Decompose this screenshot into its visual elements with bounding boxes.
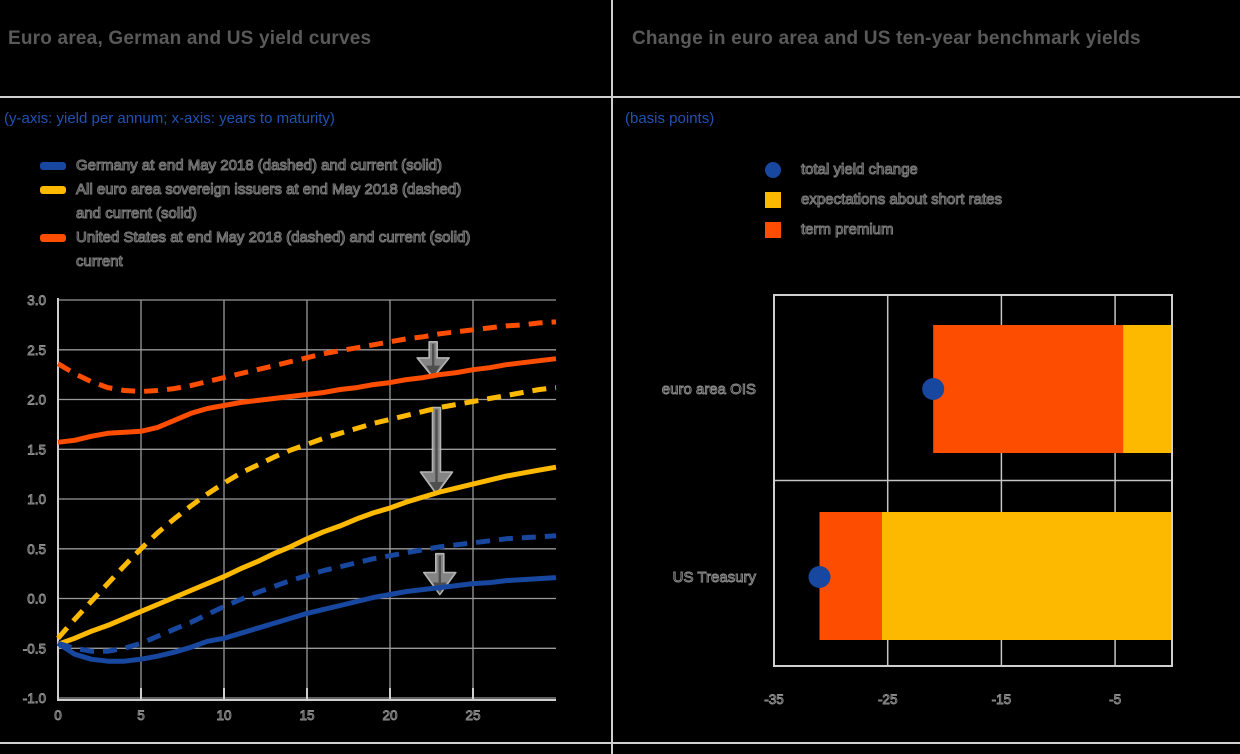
curve-de-end-may-2018 bbox=[57, 533, 557, 654]
bar-segment-term-premium-euro-area-OIS bbox=[933, 325, 1124, 453]
y-tick-label: 2.0 bbox=[27, 393, 46, 408]
curve-de-current bbox=[56, 575, 557, 664]
legend-item-germany: Germany at end May 2018 (dashed) and cur… bbox=[40, 154, 470, 177]
left-chart-title: Euro area, German and US yield curves bbox=[8, 28, 372, 49]
total-yield-change-dot-swatch bbox=[765, 161, 781, 178]
germany-line-swatch bbox=[40, 162, 66, 170]
yield-decline-arrow bbox=[419, 406, 454, 495]
legend-item-total-yield-change: total yield change bbox=[765, 158, 1002, 181]
term-premium-square-swatch bbox=[765, 221, 781, 238]
plot-border bbox=[773, 294, 1173, 667]
curve-us-current bbox=[57, 356, 557, 445]
y-tick-label: 1.0 bbox=[27, 492, 46, 507]
legend-label: United States at end May 2018 (dashed) a… bbox=[75, 229, 471, 247]
legend-label: All euro area sovereign issuers at end M… bbox=[75, 181, 462, 199]
x-tick-label: -15 bbox=[992, 692, 1012, 707]
yield-decline-arrow bbox=[416, 340, 450, 379]
legend-label: total yield change bbox=[801, 161, 919, 179]
left-axis-note: (y-axis: yield per annum; x-axis: years … bbox=[4, 110, 335, 127]
x-tick-label: -35 bbox=[764, 692, 784, 707]
united-states-line-swatch bbox=[40, 234, 66, 242]
bottom-rule bbox=[0, 742, 1240, 744]
category-label: US Treasury bbox=[673, 569, 757, 586]
arrow-core-head bbox=[429, 482, 444, 493]
legend-label: current bbox=[76, 253, 124, 271]
x-tick-label: 10 bbox=[216, 708, 231, 723]
legend-label: expectations about short rates bbox=[801, 191, 1003, 209]
bar-segment-expectations-about-short-rates-US-Treasury bbox=[882, 512, 1172, 640]
right-legend: total yield change expectations about sh… bbox=[765, 158, 1002, 248]
category-label: euro area OIS bbox=[662, 381, 756, 398]
panel-yield-curves: Euro area, German and US yield curves (y… bbox=[0, 0, 611, 754]
curve-us-end-may-2018 bbox=[56, 319, 557, 394]
y-tick-label: -0.5 bbox=[23, 641, 46, 656]
bar-segment-expectations-about-short-rates-euro-area-OIS bbox=[1123, 325, 1172, 453]
curve-ea-current bbox=[57, 464, 557, 647]
y-tick-label: 1.5 bbox=[27, 442, 46, 457]
right-chart-title: Change in euro area and US ten-year benc… bbox=[632, 28, 1141, 49]
y-tick-label: 3.0 bbox=[27, 293, 46, 308]
panel-yield-changes: Change in euro area and US ten-year benc… bbox=[613, 0, 1240, 754]
x-tick-label: 25 bbox=[465, 708, 480, 723]
legend-item-euro-area: All euro area sovereign issuers at end M… bbox=[40, 178, 470, 201]
arrow-core-head bbox=[426, 365, 441, 377]
x-tick-label: -25 bbox=[878, 692, 898, 707]
x-tick-label: -5 bbox=[1109, 692, 1121, 707]
x-tick-label: 20 bbox=[382, 708, 397, 723]
total-yield-change-dot-US-Treasury bbox=[808, 566, 831, 588]
curve-ea-end-may-2018 bbox=[56, 385, 557, 640]
x-tick-label: 15 bbox=[299, 708, 314, 723]
yield-change-bar-chart: -35 -25 -15 -5 euro area OIS US Treasury bbox=[661, 294, 1173, 707]
expectations-square-swatch bbox=[765, 191, 781, 208]
euro-area-line-swatch bbox=[40, 186, 66, 194]
legend-item-expectations: expectations about short rates bbox=[765, 188, 1002, 211]
y-tick-label: 0.0 bbox=[27, 592, 46, 607]
y-tick-label: 2.5 bbox=[27, 343, 46, 358]
total-yield-change-dot-euro-area-OIS bbox=[922, 378, 945, 400]
panel-divider bbox=[611, 0, 613, 754]
left-title-separator bbox=[0, 96, 611, 98]
x-tick-label: 0 bbox=[54, 708, 62, 723]
right-axis-note: (basis points) bbox=[625, 110, 715, 127]
legend-item-united-states: United States at end May 2018 (dashed) a… bbox=[40, 226, 471, 249]
legend-label: and current (solid) bbox=[76, 205, 198, 223]
y-tick-label: 0.5 bbox=[27, 542, 46, 557]
legend-label: Germany at end May 2018 (dashed) and cur… bbox=[75, 157, 443, 175]
legend-item-united-states-wrap: current bbox=[40, 250, 470, 273]
right-title-separator bbox=[613, 96, 1240, 98]
legend-item-term-premium: term premium bbox=[765, 218, 1002, 241]
left-legend: Germany at end May 2018 (dashed) and cur… bbox=[40, 154, 471, 274]
y-tick-label: -1.0 bbox=[23, 691, 46, 706]
legend-item-euro-area-wrap: and current (solid) bbox=[40, 202, 470, 225]
yield-curves-chart: 3.0 2.5 2.0 1.5 1.0 0.5 0.0 -0.5 -1.0 0 5 10 15 20 25 bbox=[22, 293, 557, 723]
x-tick-label: 5 bbox=[137, 708, 145, 723]
legend-label: term premium bbox=[801, 221, 895, 239]
